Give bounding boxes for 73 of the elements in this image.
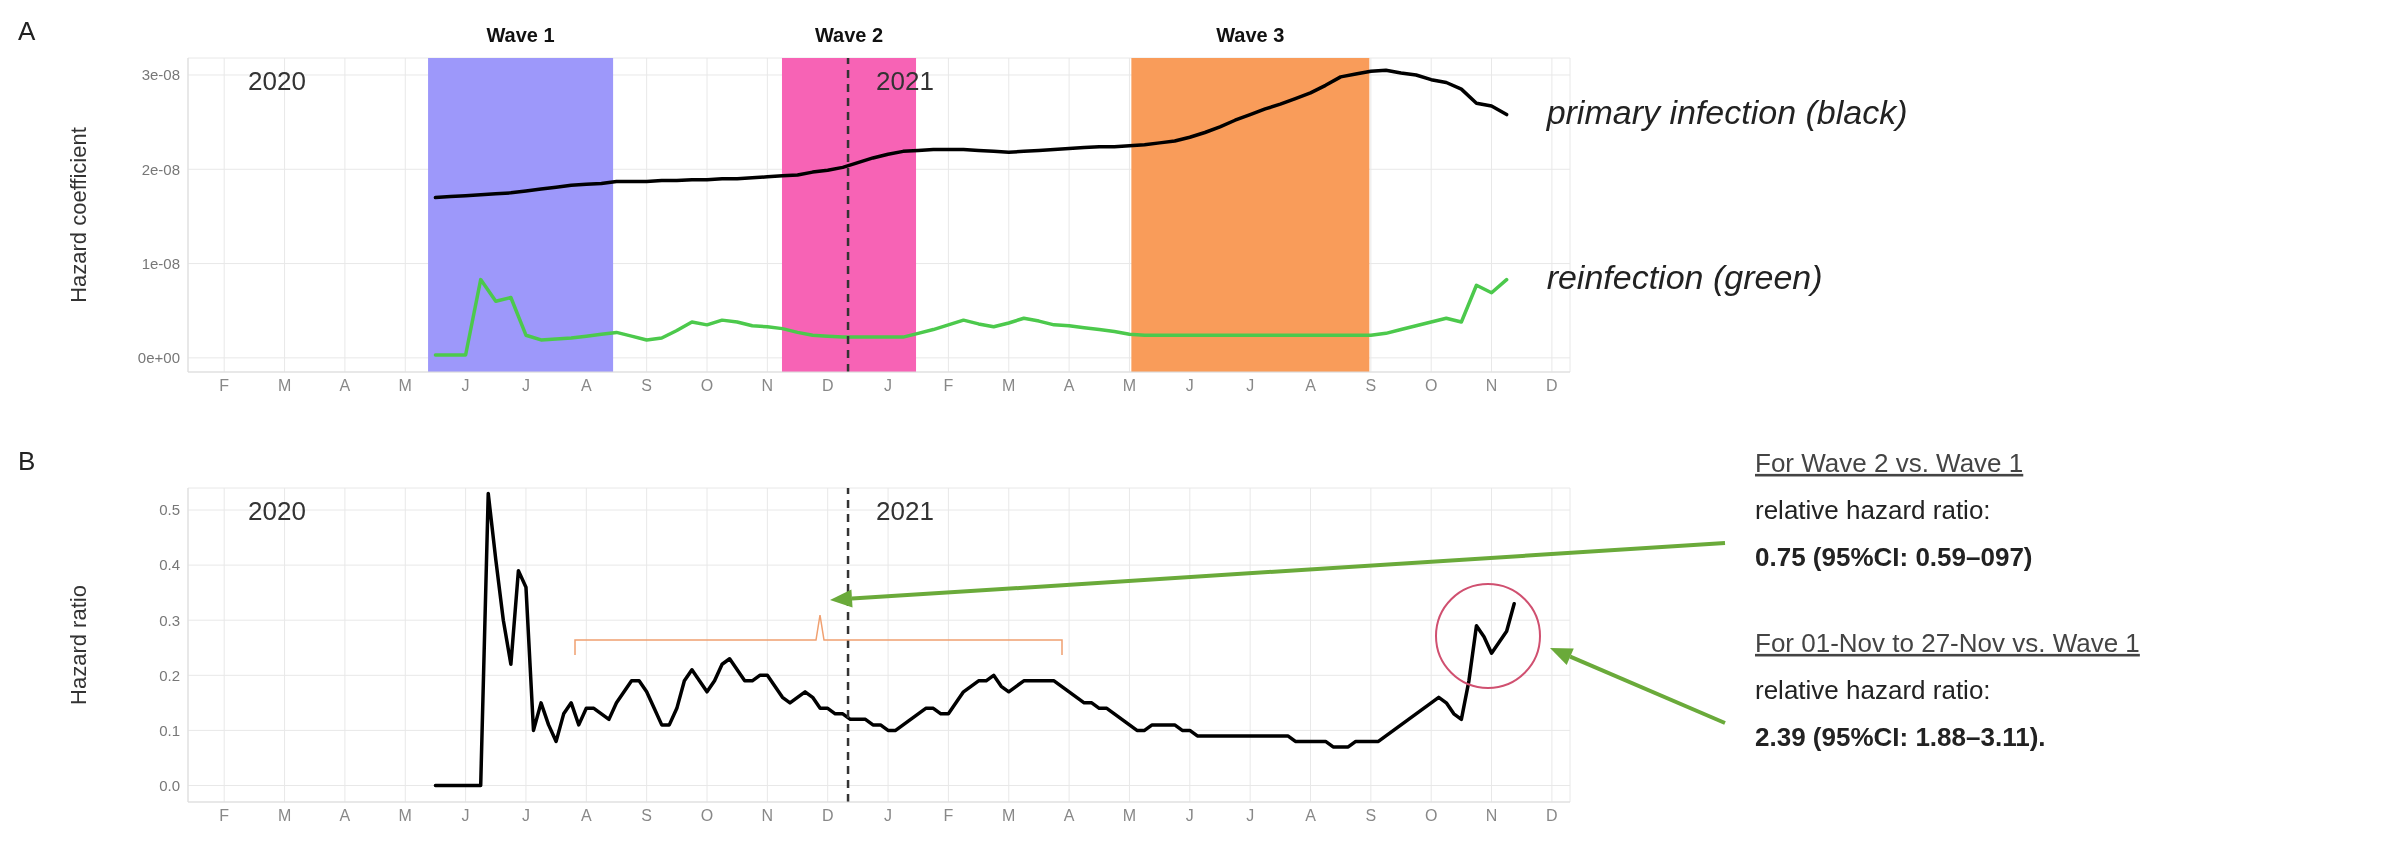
x-tick-label: S bbox=[641, 807, 652, 825]
x-tick-label: F bbox=[943, 377, 954, 395]
x-tick-label: J bbox=[884, 807, 893, 825]
x-tick-label: J bbox=[1185, 377, 1194, 395]
text: Wave 3 bbox=[1216, 24, 1285, 46]
line-series bbox=[433, 277, 1509, 357]
x-tick-label: O bbox=[700, 377, 714, 395]
x-tick-label: O bbox=[1424, 377, 1438, 395]
x-tick-label: A bbox=[1305, 807, 1317, 825]
x-tick-label: F bbox=[943, 807, 954, 825]
y-tick-label: 0.5 bbox=[159, 501, 180, 519]
x-tick-label: M bbox=[1122, 807, 1137, 825]
x-tick-label: F bbox=[219, 377, 230, 395]
x-tick-label: D bbox=[1546, 807, 1558, 825]
x-tick-label: J bbox=[461, 807, 470, 825]
x-tick-label: S bbox=[1365, 807, 1377, 825]
x-tick-label: M bbox=[1002, 377, 1016, 395]
x-tick-label: J bbox=[521, 377, 530, 395]
x-tick-label: J bbox=[1246, 807, 1255, 825]
x-tick-label: D bbox=[821, 377, 834, 395]
chart-title: B bbox=[18, 446, 36, 476]
annotation: 2021 bbox=[876, 496, 934, 526]
x-tick-label: A bbox=[339, 807, 351, 825]
x-tick-label: M bbox=[1002, 807, 1016, 825]
x-tick-label: M bbox=[277, 377, 292, 395]
x-tick-label: A bbox=[1063, 377, 1075, 395]
x-tick-label: J bbox=[521, 807, 530, 825]
y-axis-title: Hazard ratio bbox=[65, 585, 91, 705]
text: For 01-Nov to 27-Nov vs. Wave 1 relative hazard ratio: 2.39 (95%CI: 1.88–3.11). bbox=[1755, 627, 2140, 752]
series-label: reinfection (green) bbox=[1546, 257, 1823, 296]
x-tick-label: D bbox=[821, 807, 834, 825]
x-tick-label: S bbox=[641, 377, 652, 395]
x-tick-label: S bbox=[1365, 377, 1377, 395]
annotation: 2020 bbox=[248, 496, 306, 526]
line-series bbox=[433, 68, 1509, 200]
x-tick-label: N bbox=[761, 377, 774, 395]
x-tick-label: A bbox=[580, 807, 592, 825]
y-tick-label: 0.2 bbox=[159, 666, 180, 684]
x-tick-label: A bbox=[580, 377, 592, 395]
y-tick-label: 0.0 bbox=[159, 776, 180, 794]
x-tick-label: M bbox=[398, 807, 412, 825]
x-tick-label: D bbox=[1546, 377, 1558, 395]
x-tick-label: N bbox=[1485, 377, 1498, 395]
annotation: 2020 bbox=[248, 66, 306, 96]
y-tick-label: 0.1 bbox=[159, 721, 180, 739]
x-tick-label: A bbox=[1063, 807, 1075, 825]
x-tick-label: J bbox=[1246, 377, 1255, 395]
line-series bbox=[433, 491, 1516, 788]
x-tick-label: O bbox=[1424, 807, 1438, 825]
x-tick-label: N bbox=[1485, 807, 1498, 825]
x-tick-label: O bbox=[700, 807, 714, 825]
x-tick-label: M bbox=[398, 377, 412, 395]
text: For Wave 2 vs. Wave 1 relative hazard ratio: 0.75 (95%CI: 0.59–097) bbox=[1755, 447, 2033, 572]
x-tick-label: J bbox=[461, 377, 470, 395]
y-tick-label: 0.4 bbox=[159, 556, 180, 574]
y-tick-label: 0.3 bbox=[159, 611, 180, 629]
x-tick-label: M bbox=[1122, 377, 1137, 395]
x-tick-label: N bbox=[761, 807, 774, 825]
x-tick-label: M bbox=[277, 807, 292, 825]
y-tick-label: 3e-08 bbox=[141, 66, 180, 84]
text: Wave 2 bbox=[814, 24, 884, 46]
x-tick-label: A bbox=[339, 377, 351, 395]
chart-title: A bbox=[18, 16, 36, 46]
y-tick-label: 2e-08 bbox=[141, 160, 180, 178]
series-label: primary infection (black) bbox=[1545, 92, 1908, 131]
text: Wave 1 bbox=[486, 24, 555, 46]
y-tick-label: 1e-08 bbox=[141, 254, 180, 272]
x-tick-label: A bbox=[1305, 377, 1317, 395]
x-tick-label: J bbox=[884, 377, 893, 395]
x-tick-label: F bbox=[219, 807, 230, 825]
y-axis-title: Hazard coefficient bbox=[65, 127, 91, 303]
y-tick-label: 0e+00 bbox=[137, 349, 180, 367]
x-tick-label: J bbox=[1185, 807, 1194, 825]
